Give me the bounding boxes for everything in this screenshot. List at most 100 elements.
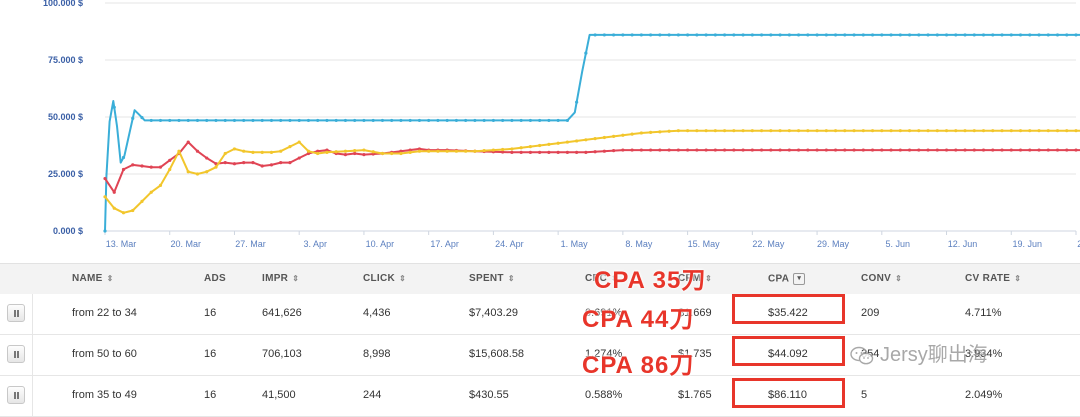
data-point <box>390 118 394 123</box>
col-header-cpa-label: CPA <box>768 273 790 285</box>
data-point <box>131 116 135 120</box>
data-point <box>612 149 616 153</box>
data-point <box>306 151 311 156</box>
data-point <box>954 148 958 152</box>
data-point <box>140 164 144 168</box>
table-row: from 35 to 49 16 41,500 244 $430.55 0.58… <box>0 376 1080 417</box>
data-point <box>815 33 819 37</box>
data-point <box>843 33 847 37</box>
sort-icon[interactable]: ⇕ <box>705 274 713 283</box>
data-point <box>112 105 116 109</box>
col-header-impr[interactable]: IMPR ⇕ <box>262 273 299 284</box>
col-header-cpm[interactable]: CPM ⇕ <box>678 273 712 284</box>
data-point <box>649 130 653 134</box>
data-point <box>602 33 606 37</box>
data-point <box>1018 33 1023 37</box>
data-point <box>538 150 542 154</box>
pause-icon[interactable] <box>7 304 25 322</box>
pause-icon[interactable] <box>7 386 25 404</box>
col-header-name[interactable]: NAME ⇕ <box>72 273 114 284</box>
data-point <box>741 129 745 133</box>
sort-icon[interactable]: ⇕ <box>292 274 300 283</box>
data-point <box>445 149 449 153</box>
data-point <box>1046 148 1050 152</box>
table-header: NAME ⇕ ADS IMPR ⇕ CLICK ⇕ SPENT ⇕ CPC ⇕ CPM ⇕ … <box>0 263 1080 295</box>
data-point <box>362 148 366 152</box>
sort-icon[interactable]: ⇕ <box>106 274 114 283</box>
data-point <box>205 118 209 123</box>
data-point <box>186 140 190 144</box>
cell-ads: 16 <box>204 307 217 319</box>
data-point <box>399 149 403 153</box>
sort-icon[interactable]: ⇕ <box>507 274 515 283</box>
data-point <box>343 149 348 153</box>
data-point <box>112 206 116 210</box>
y-tick-label: 0.000 $ <box>53 226 83 236</box>
data-point <box>316 151 320 156</box>
col-header-cpa[interactable]: CPA ▾ <box>768 273 806 285</box>
data-point <box>297 140 301 144</box>
data-point <box>149 190 153 194</box>
data-point <box>759 33 764 37</box>
data-point <box>565 150 569 154</box>
data-point <box>214 165 218 169</box>
pause-icon[interactable] <box>7 345 25 363</box>
data-point <box>704 129 708 133</box>
data-point <box>168 118 172 123</box>
y-tick-label: 100.000 $ <box>43 0 83 8</box>
data-point <box>907 148 912 152</box>
data-point <box>750 148 754 152</box>
data-point <box>1074 148 1078 152</box>
x-tick-label: 5. Jun <box>886 239 911 249</box>
x-tick-label: 3. Apr <box>303 239 327 249</box>
data-point <box>981 129 986 133</box>
sort-icon[interactable]: ⇕ <box>1014 274 1022 283</box>
data-point <box>778 148 782 152</box>
row-divider <box>32 294 33 334</box>
x-tick-label: 20. Mar <box>170 239 201 249</box>
data-point <box>935 148 939 152</box>
data-point <box>325 148 329 152</box>
data-point <box>334 150 338 154</box>
data-point <box>602 149 606 153</box>
data-point <box>362 153 366 157</box>
data-point <box>796 129 801 133</box>
data-point <box>593 137 597 141</box>
sort-icon[interactable]: ⇕ <box>611 274 619 283</box>
col-header-spent[interactable]: SPENT ⇕ <box>469 273 515 284</box>
data-point <box>121 155 126 160</box>
data-point <box>306 149 311 153</box>
data-point <box>232 162 237 166</box>
sort-icon[interactable]: ⇕ <box>895 274 903 283</box>
data-point <box>769 148 773 152</box>
data-point <box>898 33 902 37</box>
data-point <box>676 129 680 133</box>
data-point <box>297 118 301 123</box>
data-point <box>750 33 754 37</box>
data-point <box>1037 33 1041 37</box>
col-header-cpc[interactable]: CPC ⇕ <box>585 273 618 284</box>
cpa-highlight-box <box>732 336 845 366</box>
data-point <box>787 148 791 152</box>
data-point <box>972 129 976 133</box>
data-point <box>427 118 431 123</box>
cell-cpm: $1.669 <box>678 307 712 319</box>
col-header-click[interactable]: CLICK ⇕ <box>363 273 406 284</box>
data-point <box>121 211 126 215</box>
data-point <box>158 118 163 123</box>
cell-name: from 22 to 34 <box>72 307 137 319</box>
data-point <box>131 208 135 213</box>
sort-desc-icon[interactable]: ▾ <box>793 273 806 285</box>
cell-name: from 50 to 60 <box>72 348 137 360</box>
data-point <box>251 161 255 165</box>
col-header-cpm-label: CPM <box>678 273 702 284</box>
data-point <box>214 118 218 123</box>
col-header-cvrate[interactable]: CV RATE ⇕ <box>965 273 1021 284</box>
data-point <box>269 163 274 167</box>
data-point <box>121 167 126 172</box>
sort-icon[interactable]: ⇕ <box>399 274 407 283</box>
x-tick-label: 13. Mar <box>106 239 137 249</box>
data-point <box>917 129 921 133</box>
data-point <box>870 129 875 133</box>
col-header-conv[interactable]: CONV ⇕ <box>861 273 902 284</box>
